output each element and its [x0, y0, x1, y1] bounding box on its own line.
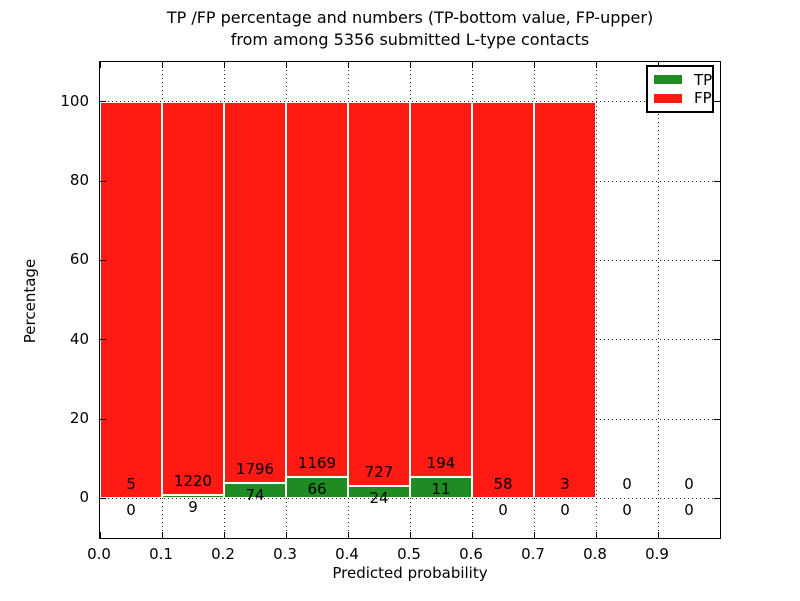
y-tick-label: 20: [69, 409, 89, 427]
y-axis-tick: [100, 339, 106, 341]
y-axis-label: Percentage: [21, 258, 39, 344]
x-axis-tick: [595, 62, 597, 68]
gridline-vertical: [657, 62, 659, 538]
legend-entry-tp: TP: [654, 72, 712, 88]
fp-count-label: 3: [560, 475, 570, 494]
x-tick-label: 0.1: [149, 545, 173, 563]
legend-swatch-tp: [654, 75, 682, 85]
x-axis-tick: [409, 62, 411, 68]
bar-fp-segment: [348, 101, 410, 486]
bar-tp-segment: [224, 482, 286, 499]
x-tick-label: 0.5: [397, 545, 421, 563]
x-tick-label: 0.2: [211, 545, 235, 563]
tp-count-label: 0: [560, 501, 570, 520]
x-axis-tick: [471, 62, 473, 68]
chart-title-line2: from among 5356 submitted L-type contact…: [230, 30, 590, 49]
y-axis-tick: [714, 339, 720, 341]
x-tick-label: 0.8: [583, 545, 607, 563]
x-tick-label: 0.9: [645, 545, 669, 563]
tp-count-label: 11: [431, 480, 451, 499]
fp-count-label: 727: [364, 462, 394, 481]
y-axis-tick: [100, 497, 106, 499]
bar-tp-segment: [286, 477, 348, 499]
x-tick-label: 0.7: [521, 545, 545, 563]
tp-count-label: 24: [369, 488, 389, 507]
bar-tp-segment: [410, 477, 472, 499]
y-axis-tick: [714, 497, 720, 499]
fp-count-label: 58: [493, 475, 513, 494]
x-axis-tick: [99, 62, 101, 68]
x-axis-label: Predicted probability: [332, 564, 488, 582]
x-axis-tick: [285, 62, 287, 68]
tp-count-label: 66: [307, 480, 327, 499]
x-axis-tick: [595, 532, 597, 538]
y-tick-label: 0: [79, 488, 89, 507]
fp-count-label: 0: [684, 475, 694, 494]
x-axis-tick: [409, 532, 411, 538]
y-axis-tick: [714, 259, 720, 261]
x-axis-tick: [533, 532, 535, 538]
x-tick-label: 0.6: [459, 545, 483, 563]
fp-count-label: 0: [622, 475, 632, 494]
bar-fp-segment: [472, 101, 534, 499]
gridline-horizontal: [100, 497, 720, 499]
x-axis-tick: [533, 62, 535, 68]
bar-fp-segment: [224, 101, 286, 483]
x-axis-tick: [347, 532, 349, 538]
y-axis-tick: [100, 418, 106, 420]
y-tick-label: 60: [69, 250, 89, 269]
legend-label: TP: [694, 70, 713, 89]
x-tick-label: 0.3: [273, 545, 297, 563]
tp-count-label: 0: [498, 501, 508, 520]
plot-area: TP FP 5 0 1220 9 1796 74 1169 66 727 24 194 11 58 0 3 0 0…: [99, 61, 721, 539]
y-axis-tick: [714, 418, 720, 420]
x-axis-tick: [161, 62, 163, 68]
tp-count-label: 74: [245, 485, 265, 504]
x-axis-tick: [99, 532, 101, 538]
x-axis-tick: [223, 532, 225, 538]
y-axis-tick: [100, 180, 106, 182]
bar-fp-segment: [162, 101, 224, 496]
y-axis-tick: [100, 259, 106, 261]
y-axis-tick: [100, 101, 106, 103]
legend: TP FP: [646, 65, 714, 113]
legend-entry-fp: FP: [654, 90, 712, 106]
fp-count-label: 1796: [235, 459, 275, 478]
bar-fp-segment: [410, 101, 472, 478]
bar-fp-segment: [286, 101, 348, 478]
gridline-vertical: [595, 62, 597, 538]
fp-count-label: 1169: [297, 454, 337, 473]
chart-title: TP /FP percentage and numbers (TP-bottom…: [99, 7, 721, 51]
x-tick-label: 0.4: [335, 545, 359, 563]
fp-count-label: 1220: [173, 472, 213, 491]
legend-label: FP: [694, 89, 712, 108]
x-axis-tick: [657, 532, 659, 538]
y-axis-tick: [714, 180, 720, 182]
x-axis-tick: [347, 62, 349, 68]
x-axis-tick: [285, 532, 287, 538]
bar-fp-segment: [534, 101, 596, 499]
fp-count-label: 5: [126, 475, 136, 494]
y-tick-label: 100: [60, 91, 89, 110]
y-tick-label: 80: [69, 171, 89, 189]
tp-count-label: 0: [622, 501, 632, 520]
tp-count-label: 0: [684, 501, 694, 520]
y-tick-label: 40: [69, 329, 89, 348]
x-axis-tick: [471, 532, 473, 538]
x-axis-tick: [223, 62, 225, 68]
x-tick-label: 0.0: [87, 545, 111, 563]
x-axis-tick: [161, 532, 163, 538]
legend-swatch-fp: [654, 93, 682, 103]
tp-count-label: 0: [126, 501, 136, 520]
tp-count-label: 9: [188, 498, 198, 517]
bar-fp-segment: [100, 101, 162, 499]
chart-title-line1: TP /FP percentage and numbers (TP-bottom…: [166, 8, 654, 27]
y-axis-tick: [714, 101, 720, 103]
fp-count-label: 194: [426, 454, 456, 473]
